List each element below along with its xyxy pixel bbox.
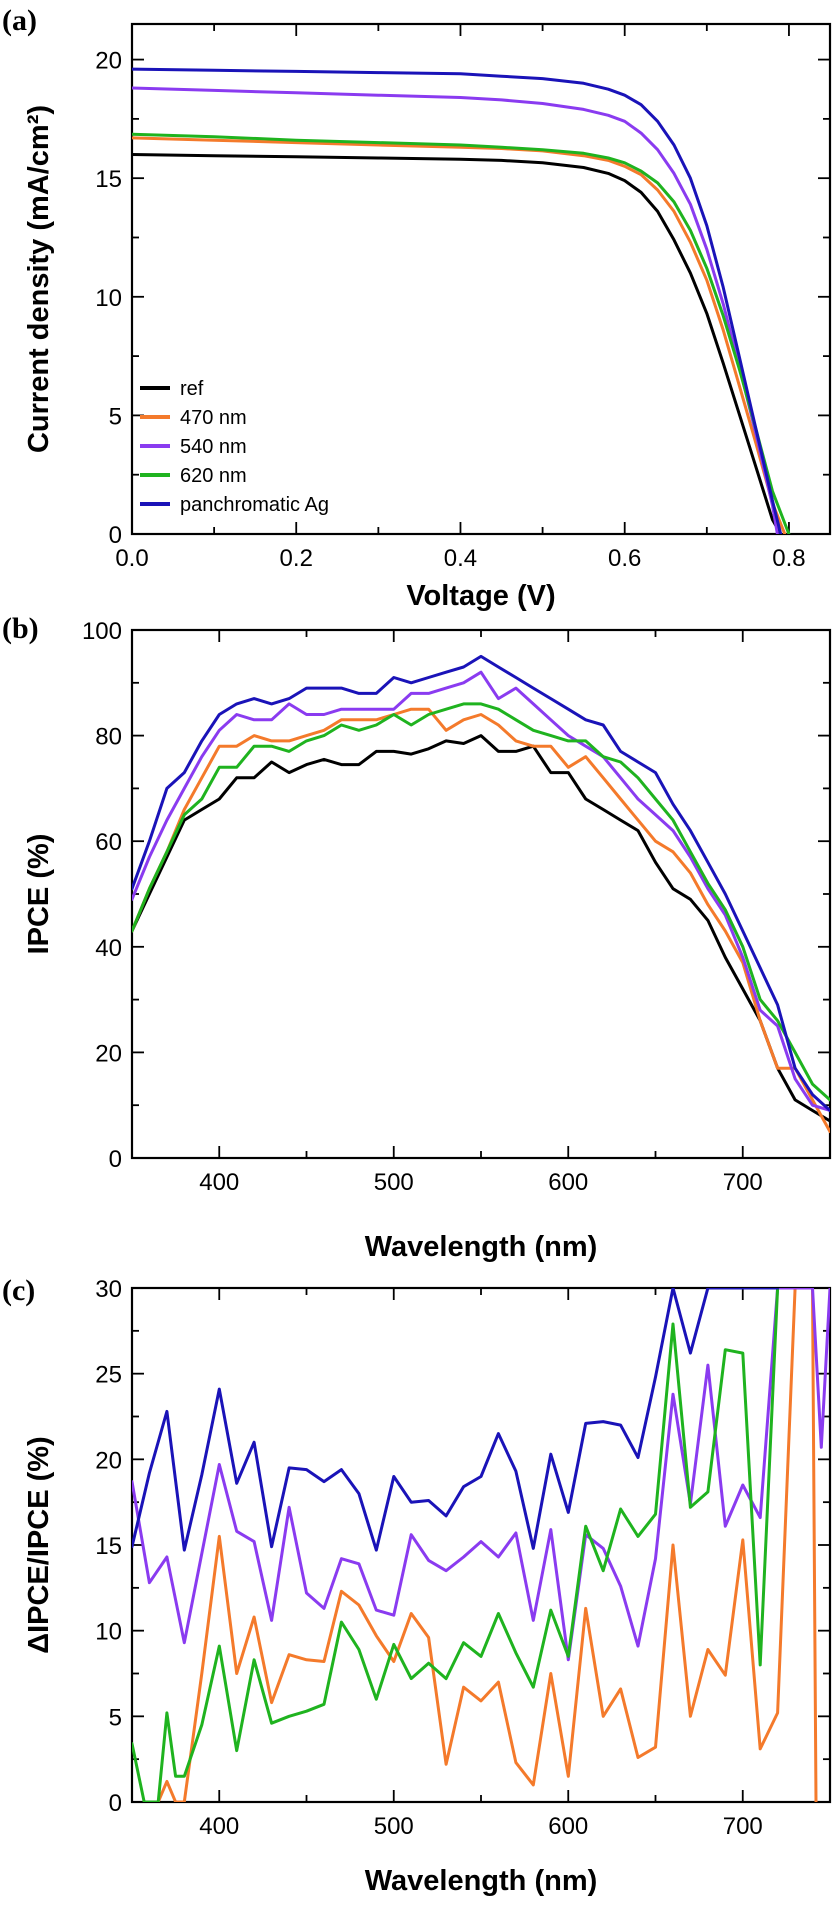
series-line-470-nm bbox=[147, 1288, 818, 1802]
y-axis-label: IPCE (%) bbox=[23, 834, 55, 955]
y-tick-label: 10 bbox=[95, 285, 122, 312]
x-axis-label: Voltage (V) bbox=[406, 580, 555, 612]
series-line-540-nm bbox=[132, 670, 830, 1112]
series-line-470-nm bbox=[132, 136, 787, 534]
x-tick-label: 0.6 bbox=[608, 545, 641, 572]
panel-b: (b) 400 500 600 700 0 20 40 60 80 100 Wavelength (n… bbox=[2, 612, 832, 1263]
x-tick-label: 600 bbox=[548, 1169, 588, 1196]
series-group bbox=[132, 1288, 830, 1802]
x-tick-label: 700 bbox=[723, 1813, 763, 1840]
series-line-620-nm bbox=[132, 1288, 780, 1802]
series-line-panchromatic-ag bbox=[132, 67, 783, 534]
y-tick-label: 0 bbox=[109, 1790, 122, 1817]
y-tick-label: 5 bbox=[109, 1704, 122, 1731]
x-tick-label: 500 bbox=[374, 1813, 414, 1840]
x-tick-label: 500 bbox=[374, 1169, 414, 1196]
x-tick-label: 0.0 bbox=[115, 545, 148, 572]
y-tick-label: 0 bbox=[109, 1146, 122, 1173]
x-axis-label: Wavelength (nm) bbox=[365, 1231, 598, 1263]
series-line-470-nm bbox=[132, 707, 830, 1134]
series-line-ref bbox=[132, 734, 830, 1123]
y-tick-label: 25 bbox=[95, 1362, 122, 1389]
y-tick-label: 0 bbox=[109, 522, 122, 549]
legend-label: 620 nm bbox=[180, 465, 247, 487]
x-tick-label: 0.4 bbox=[444, 545, 477, 572]
plot-frame bbox=[130, 22, 832, 536]
y-tick-label: 100 bbox=[82, 618, 122, 645]
series-line-620-nm bbox=[132, 702, 830, 1102]
x-tick-label: 400 bbox=[199, 1169, 239, 1196]
legend-label: 540 nm bbox=[180, 436, 247, 458]
series-line-620-nm bbox=[132, 132, 791, 534]
y-tick-label: 10 bbox=[95, 1619, 122, 1646]
y-tick-label: 20 bbox=[95, 1040, 122, 1067]
series-line-ref bbox=[132, 153, 783, 534]
panel-label: (c) bbox=[2, 1274, 35, 1307]
panel-label: (b) bbox=[2, 612, 39, 645]
panel-a: (a) 0.0 0.2 0.4 0.6 0.8 0 5 10 15 20 Voltage (V) Cur… bbox=[2, 4, 832, 612]
legend-label: panchromatic Ag bbox=[180, 494, 329, 516]
y-tick-label: 20 bbox=[95, 1447, 122, 1474]
y-axis-label: ΔIPCE/IPCE (%) bbox=[23, 1436, 55, 1653]
y-tick-label: 80 bbox=[95, 724, 122, 751]
x-tick-label: 0.8 bbox=[772, 545, 805, 572]
y-tick-label: 60 bbox=[95, 829, 122, 856]
y-tick-label: 15 bbox=[95, 166, 122, 193]
x-tick-label: 700 bbox=[723, 1169, 763, 1196]
y-tick-label: 30 bbox=[95, 1276, 122, 1303]
legend-label: 470 nm bbox=[180, 407, 247, 429]
legend-label: ref bbox=[180, 378, 204, 400]
series-line-540-nm bbox=[132, 1288, 830, 1662]
y-tick-label: 15 bbox=[95, 1533, 122, 1560]
panel-label: (a) bbox=[2, 4, 37, 37]
x-tick-label: 0.2 bbox=[280, 545, 313, 572]
panel-c: (c) 400 500 600 700 0 5 10 15 20 25 30 Wavelength (n… bbox=[2, 1274, 832, 1897]
y-tick-label: 5 bbox=[109, 403, 122, 430]
x-tick-label: 400 bbox=[199, 1813, 239, 1840]
y-tick-label: 20 bbox=[95, 48, 122, 75]
series-line-panchromatic-ag bbox=[132, 654, 830, 1112]
x-tick-label: 600 bbox=[548, 1813, 588, 1840]
y-axis-label: Current density (mA/cm²) bbox=[23, 105, 55, 453]
x-axis-label: Wavelength (nm) bbox=[365, 1865, 598, 1897]
series-group bbox=[132, 67, 791, 534]
series-line-panchromatic-ag bbox=[132, 1288, 780, 1552]
y-tick-label: 40 bbox=[95, 935, 122, 962]
legend: ref 470 nm 540 nm 620 nm panchromatic Ag bbox=[140, 378, 329, 516]
plot-frame bbox=[130, 1286, 832, 1804]
series-group bbox=[132, 654, 830, 1134]
